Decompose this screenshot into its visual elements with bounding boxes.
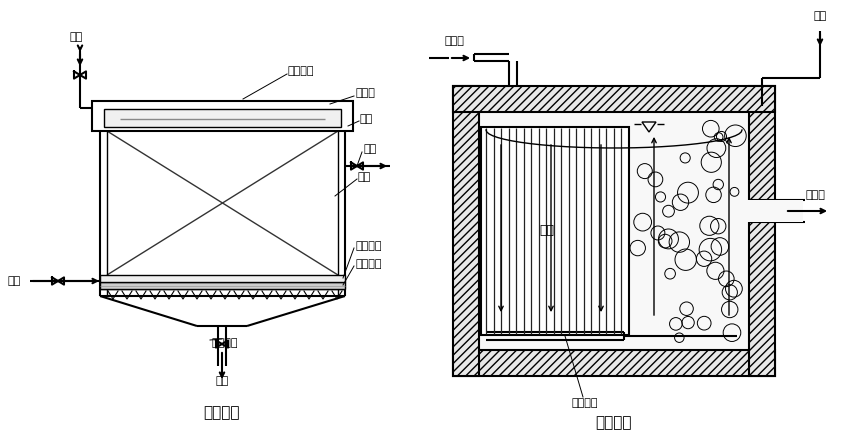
Text: 出水渠: 出水渠: [355, 88, 375, 98]
Text: 填料: 填料: [540, 224, 555, 238]
Text: 池体: 池体: [360, 114, 374, 124]
Text: 填料: 填料: [358, 172, 371, 182]
Text: 进水装置: 进水装置: [212, 338, 238, 348]
Bar: [92, 101, 353, 131]
Text: 侧面曝气: 侧面曝气: [596, 415, 632, 430]
Text: 稳定水层: 稳定水层: [288, 66, 315, 76]
Bar: [100, 282, 345, 289]
Text: 全池曝气: 全池曝气: [203, 406, 240, 421]
Text: 排泥: 排泥: [215, 376, 229, 386]
Text: 进水: 进水: [8, 276, 21, 286]
Text: 处理水: 处理水: [805, 190, 825, 200]
Bar: [453, 86, 479, 376]
Text: 格栅支架: 格栅支架: [355, 241, 381, 251]
Text: 空气: 空气: [70, 32, 83, 42]
Bar: [481, 127, 629, 335]
Text: 空气: 空气: [814, 11, 826, 21]
Text: 布气装置: 布气装置: [355, 259, 381, 269]
Text: 出水: 出水: [363, 144, 376, 154]
Bar: [749, 86, 775, 376]
Bar: [104, 109, 341, 127]
Bar: [453, 86, 775, 112]
Text: 原污水: 原污水: [444, 36, 464, 46]
Bar: [747, 200, 803, 222]
Text: 曝气装置: 曝气装置: [572, 398, 598, 408]
Bar: [100, 275, 345, 282]
Bar: [453, 350, 775, 376]
Bar: [479, 112, 749, 350]
